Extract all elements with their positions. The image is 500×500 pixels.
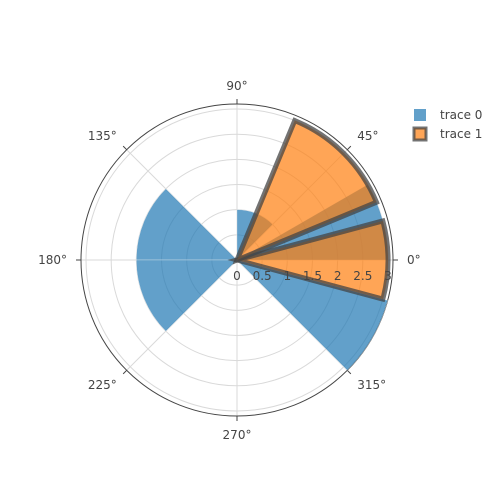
bar-trace-1-0 [227, 217, 391, 303]
angular-tick-label: 225° [88, 378, 117, 392]
angular-tick-label: 90° [226, 79, 247, 93]
angular-tick-label: 180° [38, 253, 67, 267]
legend-item-trace-0[interactable]: trace 0 [414, 108, 482, 122]
radial-tick-label: 3 [384, 269, 392, 283]
bar-trace-0-3 [136, 259, 238, 332]
angular-tick-mark [122, 369, 128, 375]
radial-tick-label: 2.5 [353, 269, 372, 283]
angular-tick-mark [346, 369, 352, 375]
angular-tick-label: 0° [407, 253, 421, 267]
legend-label: trace 0 [440, 108, 482, 122]
bar-trace-0-2 [136, 188, 238, 261]
tick-labels: 0° 45° 90° 135° 180° 225° 270° 315° 0 0.5 1 1.5 2 2.5… [38, 79, 421, 442]
radial-tick-label: 1.5 [303, 269, 322, 283]
legend-label: trace 1 [440, 127, 482, 141]
legend-swatch [414, 109, 426, 121]
angular-tick-mark [346, 145, 352, 151]
radial-tick-label: 1 [283, 269, 291, 283]
angular-tick-label: 315° [357, 378, 386, 392]
angular-tick-label: 45° [357, 129, 378, 143]
radial-tick-label: 2 [334, 269, 342, 283]
radial-tick-label: 0.5 [253, 269, 272, 283]
bar-trace-0-4 [236, 259, 388, 371]
angular-tick-mark [122, 145, 128, 151]
radial-tick-label: 0 [233, 269, 241, 283]
legend-swatch [412, 126, 428, 142]
bars [136, 117, 391, 371]
angular-tick-label: 135° [88, 129, 117, 143]
legend-item-trace-1[interactable]: trace 1 [412, 126, 482, 142]
legend: trace 0 trace 1 [412, 108, 482, 142]
angular-tick-label: 270° [223, 428, 252, 442]
bar-trace-1-1 [232, 117, 380, 265]
